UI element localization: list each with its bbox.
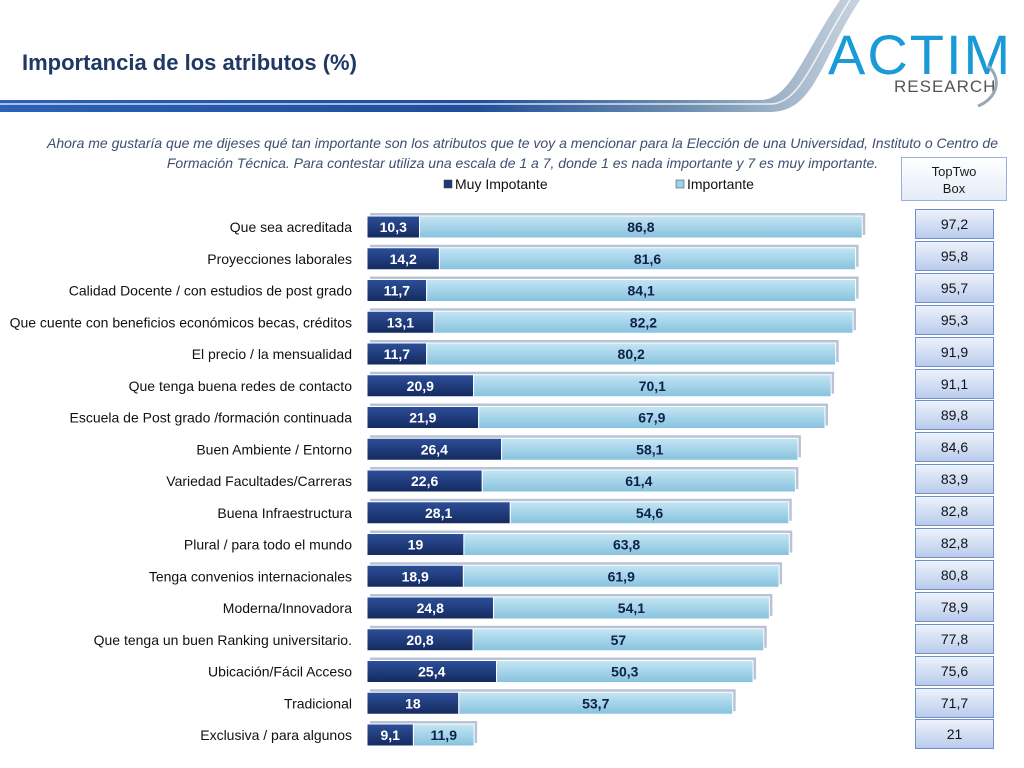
bar-value-label: 63,8 <box>613 537 640 553</box>
top-two-box-value: 83,9 <box>915 464 994 495</box>
category-label: Que tenga buena redes de contacto <box>129 378 353 394</box>
top-two-box-value: 95,8 <box>915 240 994 271</box>
bar-value-label: 58,1 <box>636 441 663 457</box>
top-two-box-value: 82,8 <box>915 528 994 558</box>
bar-importante <box>458 691 734 715</box>
bar-value-label: 50,3 <box>611 664 638 680</box>
category-label: Que tenga un buen Ranking universitario. <box>94 632 352 648</box>
bar-importante <box>509 501 790 525</box>
top-two-box-value: 82,8 <box>915 496 994 527</box>
top-two-box-value: 89,8 <box>915 400 994 431</box>
bar-importante <box>433 310 854 334</box>
top-two-box-value: 71,7 <box>915 687 994 718</box>
bar-value-label: 21,9 <box>409 410 436 426</box>
bar-value-label: 11,7 <box>384 346 411 362</box>
category-label: Tenga convenios internacionales <box>149 568 352 584</box>
page-title: Importancia de los atributos (%) <box>22 50 357 75</box>
top-two-box-value: 95,7 <box>915 272 994 303</box>
category-label: Variedad Facultades/Carreras <box>166 473 352 489</box>
bar-value-label: 61,9 <box>608 568 635 584</box>
bar-value-label: 18 <box>405 695 421 711</box>
category-label: Exclusiva / para algunos <box>200 727 352 743</box>
bar-value-label: 13,1 <box>387 314 414 330</box>
header-swoosh <box>0 0 860 112</box>
bar-value-label: 22,6 <box>411 473 438 489</box>
bar-value-label: 80,2 <box>618 346 645 362</box>
bar-value-label: 25,4 <box>418 664 445 680</box>
bar-value-label: 67,9 <box>638 410 665 426</box>
category-label: Buen Ambiente / Entorno <box>196 441 352 457</box>
bar-importante <box>438 247 857 271</box>
bar-value-label: 82,2 <box>630 314 657 330</box>
category-label: Ubicación/Fácil Acceso <box>208 664 352 680</box>
logo-subtext: RESEARCH <box>894 77 996 96</box>
category-label: Plural / para todo el mundo <box>184 537 352 553</box>
legend-swatch-muy-importante <box>443 179 453 189</box>
top-two-box-header-line2: Box <box>942 181 966 196</box>
top-two-box-value: 91,1 <box>915 368 994 399</box>
bar-importante <box>426 279 857 302</box>
top-two-box-header-line1: TopTwo <box>931 164 977 179</box>
bar-value-label: 86,8 <box>627 219 654 235</box>
bar-value-label: 53,7 <box>582 695 609 711</box>
bar-value-label: 26,4 <box>421 441 448 457</box>
category-label: Buena Infraestructura <box>217 505 352 521</box>
bar-value-label: 11,7 <box>384 283 411 299</box>
bar-importante <box>472 628 765 652</box>
category-label: El precio / la mensualidad <box>192 346 352 362</box>
legend-label: Muy Impotante <box>455 176 548 192</box>
logo-text: ACTIM <box>828 23 1012 86</box>
bar-value-label: 54,1 <box>618 600 645 616</box>
top-two-box-value: 77,8 <box>915 623 994 654</box>
bar-importante <box>473 374 832 398</box>
bar-value-label: 28,1 <box>425 505 452 521</box>
bar-value-label: 9,1 <box>380 727 400 743</box>
top-two-box-value: 84,6 <box>915 432 994 463</box>
category-label: Que cuente con beneficios económicos bec… <box>10 314 352 330</box>
bar-value-label: 18,9 <box>402 568 429 584</box>
top-two-box-value: 97,2 <box>915 209 994 239</box>
top-two-box-value: 95,3 <box>915 304 994 335</box>
bar-value-label: 19 <box>408 537 424 553</box>
bar-value-label: 57 <box>611 632 627 648</box>
bar-value-label: 20,9 <box>407 378 434 394</box>
bar-value-label: 11,9 <box>431 727 458 743</box>
bar-importante <box>492 596 770 620</box>
bar-value-label: 54,6 <box>636 505 663 521</box>
bar-importante <box>419 215 863 239</box>
category-label: Proyecciones laborales <box>207 251 352 267</box>
bar-importante <box>412 723 475 747</box>
legend-swatch-importante <box>675 179 685 189</box>
top-two-box-value: 80,8 <box>915 559 994 590</box>
bar-value-label: 84,1 <box>628 283 655 299</box>
top-two-box-header: TopTwo Box <box>901 157 1007 201</box>
bar-importante <box>426 342 837 366</box>
top-two-box-value: 91,9 <box>915 336 994 367</box>
bar-value-label: 20,8 <box>406 632 433 648</box>
company-logo: ACTIM RESEARCH <box>828 23 1012 108</box>
bar-importante <box>501 437 799 461</box>
bar-value-label: 14,2 <box>390 251 417 267</box>
legend-label: Importante <box>687 176 754 192</box>
bar-importante <box>481 469 796 493</box>
category-label: Que sea acreditada <box>230 219 352 235</box>
intro-question-text: Ahora me gustaría que me dijeses qué tan… <box>47 135 998 171</box>
top-two-box-value: 78,9 <box>915 591 994 622</box>
category-label: Moderna/Innovadora <box>223 600 352 616</box>
bar-importante <box>462 564 780 588</box>
bar-value-label: 61,4 <box>625 473 652 489</box>
top-two-box-value: 75,6 <box>915 655 994 686</box>
category-label: Tradicional <box>284 695 352 711</box>
bar-importante <box>463 533 790 556</box>
bar-value-label: 70,1 <box>639 378 666 394</box>
top-two-box-value: 21 <box>915 719 994 750</box>
category-label: Calidad Docente / con estudios de post g… <box>69 283 353 299</box>
bar-value-label: 24,8 <box>417 600 444 616</box>
bar-value-label: 81,6 <box>634 251 661 267</box>
category-label: Escuela de Post grado /formación continu… <box>69 410 352 426</box>
bar-importante <box>496 660 754 683</box>
bar-importante <box>478 406 826 429</box>
bar-value-label: 10,3 <box>380 219 407 235</box>
